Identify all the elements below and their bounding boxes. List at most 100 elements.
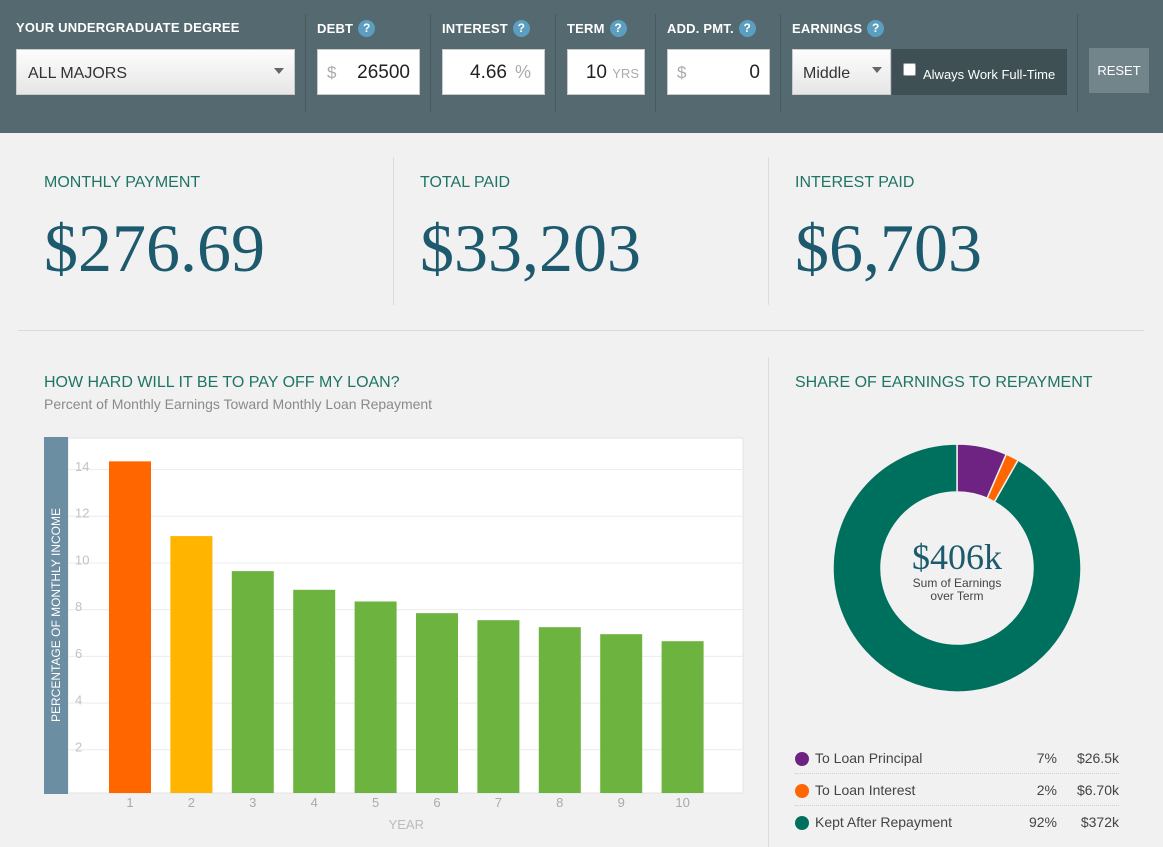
bar — [231, 571, 274, 793]
degree-label-text: YOUR UNDERGRADUATE DEGREE — [16, 20, 240, 35]
interest-input[interactable]: 4.66 % — [442, 49, 545, 95]
x-tick-label: 9 — [618, 795, 625, 810]
term-value: 10 — [585, 62, 607, 83]
y-axis-label: PERCENTAGE OF MONTHLY INCOME — [49, 508, 63, 722]
dollar-prefix: $ — [677, 63, 687, 82]
monthly-payment-value: $276.69 — [44, 210, 265, 286]
chevron-down-icon — [274, 68, 284, 74]
y-tick-label: 8 — [75, 599, 82, 614]
legend-dot — [795, 784, 809, 798]
y-tick-label: 14 — [75, 459, 89, 474]
divider — [305, 14, 306, 112]
bar — [109, 461, 151, 793]
add-pmt-label-text: ADD. PMT. — [667, 21, 734, 36]
interest-label: INTEREST? — [442, 20, 530, 37]
y-tick-label: 4 — [75, 693, 82, 708]
x-axis-label: YEAR — [389, 817, 424, 832]
bar — [477, 620, 520, 793]
divider — [780, 14, 781, 112]
help-icon[interactable]: ? — [512, 20, 530, 37]
legend-name: To Loan Interest — [815, 782, 916, 798]
add-pmt-input[interactable]: $ 0 — [667, 49, 770, 95]
full-time-toggle[interactable]: Always Work Full-Time — [892, 49, 1067, 95]
full-time-label: Always Work Full-Time — [923, 67, 1056, 82]
earnings-select-value: Middle — [803, 65, 851, 82]
legend-percent: 92% — [1028, 814, 1057, 830]
bar-chart-subtitle: Percent of Monthly Earnings Toward Month… — [44, 396, 433, 412]
degree-select[interactable]: ALL MAJORS — [16, 49, 295, 95]
x-tick-label: 5 — [372, 795, 379, 810]
interest-value: 4.66 — [470, 62, 507, 83]
help-icon[interactable]: ? — [609, 20, 627, 37]
divider — [768, 157, 769, 305]
interest-paid-label: INTEREST PAID — [795, 174, 915, 191]
legend-amount: $26.5k — [1076, 750, 1119, 766]
x-tick-label: 6 — [433, 795, 440, 810]
degree-select-value: ALL MAJORS — [28, 65, 127, 82]
earnings-label: EARNINGS? — [792, 20, 885, 37]
total-paid-value: $33,203 — [420, 210, 641, 286]
bar — [293, 589, 336, 793]
x-tick-label: 1 — [126, 795, 133, 810]
degree-label: YOUR UNDERGRADUATE DEGREE — [16, 20, 240, 35]
donut-center: $406k Sum of Earnings over Term — [882, 537, 1032, 603]
divider — [393, 157, 394, 305]
interest-paid-value: $6,703 — [795, 210, 982, 286]
interest-label-text: INTEREST — [442, 21, 508, 36]
monthly-payment-label: MONTHLY PAYMENT — [44, 174, 201, 191]
x-tick-label: 10 — [675, 795, 689, 810]
debt-input[interactable]: $ 26500 — [317, 49, 420, 95]
legend-dot — [795, 752, 809, 766]
bar — [600, 634, 643, 793]
term-input[interactable]: 10 YRS — [567, 49, 645, 95]
legend-amount: $372k — [1080, 814, 1119, 830]
legend-item: Kept After Repayment 92% $372k — [795, 806, 1119, 838]
legend-name: To Loan Principal — [815, 750, 923, 766]
bar-chart-title: HOW HARD WILL IT BE TO PAY OFF MY LOAN? — [44, 374, 400, 391]
legend-item: To Loan Principal 7% $26.5k — [795, 742, 1119, 774]
term-label: TERM? — [567, 20, 627, 37]
legend-name: Kept After Repayment — [815, 814, 952, 830]
help-icon[interactable]: ? — [867, 20, 885, 37]
legend-percent: 2% — [1036, 782, 1057, 798]
years-suffix: YRS — [612, 66, 639, 81]
earnings-select[interactable]: Middle — [792, 49, 891, 95]
full-time-checkbox[interactable] — [903, 63, 916, 76]
dollar-prefix: $ — [327, 63, 337, 82]
legend-item: To Loan Interest 2% $6.70k — [795, 774, 1119, 806]
debt-value: 26500 — [357, 62, 410, 83]
divider — [768, 357, 769, 847]
y-tick-label: 2 — [75, 739, 82, 754]
bar — [170, 536, 213, 793]
percent-suffix: % — [514, 62, 531, 82]
legend-dot — [795, 816, 809, 830]
donut-center-label: over Term — [930, 589, 984, 603]
y-axis-band — [44, 437, 68, 794]
x-tick-label: 3 — [249, 795, 256, 810]
y-tick-label: 6 — [75, 646, 82, 661]
help-icon[interactable]: ? — [738, 20, 756, 37]
section-divider — [18, 330, 1144, 331]
bar — [354, 601, 397, 793]
controls-bar: YOUR UNDERGRADUATE DEGREE ALL MAJORS DEB… — [0, 0, 1163, 133]
donut-chart — [832, 443, 1082, 693]
y-tick-label: 12 — [75, 506, 89, 521]
donut-legend: To Loan Principal 7% $26.5k To Loan Inte… — [795, 742, 1119, 838]
divider — [1077, 14, 1078, 112]
earnings-label-text: EARNINGS — [792, 21, 863, 36]
add-pmt-value: 0 — [749, 62, 760, 83]
legend-percent: 7% — [1036, 750, 1057, 766]
term-label-text: TERM — [567, 21, 605, 36]
divider — [555, 14, 556, 112]
reset-button[interactable]: RESET — [1089, 48, 1149, 93]
divider — [430, 14, 431, 112]
donut-center-value: $406k — [912, 537, 1002, 577]
bar — [661, 641, 704, 793]
divider — [655, 14, 656, 112]
x-tick-label: 4 — [311, 795, 318, 810]
total-paid-label: TOTAL PAID — [420, 174, 511, 191]
x-tick-label: 7 — [495, 795, 502, 810]
bar — [416, 613, 458, 793]
help-icon[interactable]: ? — [358, 20, 376, 37]
